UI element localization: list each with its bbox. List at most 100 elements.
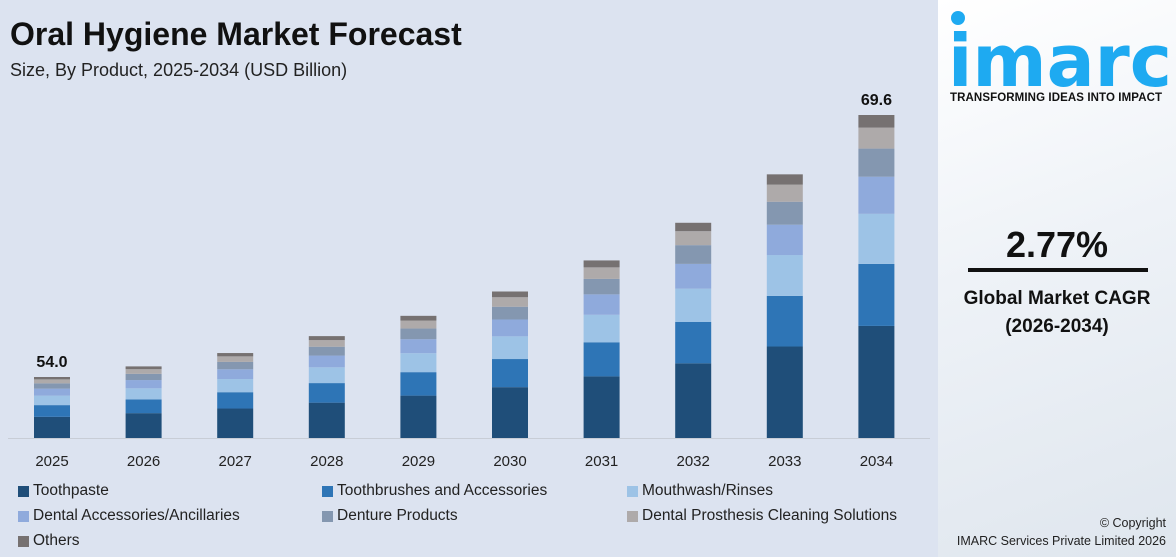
bar-segment-others-2033 (766, 174, 803, 185)
bar-segment-others-2027 (217, 353, 254, 357)
bar-segment-dental-accessories-ancillaries-2033 (766, 224, 803, 256)
x-tick-label: 2026 (127, 453, 160, 470)
bar-segment-mouthwash-rinses-2027 (217, 379, 254, 393)
bar-segment-toothpaste-2026 (125, 413, 162, 438)
x-tick-label: 2032 (677, 453, 710, 470)
bar-segment-toothpaste-2034 (858, 325, 895, 438)
bar-segment-toothpaste-2027 (217, 408, 254, 438)
bar-segment-dental-prosthesis-cleaning-solutions-2034 (858, 127, 895, 149)
legend-swatch (322, 510, 333, 522)
legend-label: Toothbrushes and Accessories (337, 482, 548, 499)
bar-segment-denture-products-2026 (125, 373, 162, 381)
legend-label: Mouthwash/Rinses (642, 482, 773, 499)
bar-segment-toothbrushes-and-accessories-2034 (858, 263, 895, 326)
cagr-label-block: Global Market CAGR (2026-2034) (938, 285, 1176, 341)
bar-segment-others-2034 (858, 115, 895, 128)
legend-swatch (18, 535, 29, 547)
bar-segment-mouthwash-rinses-2025 (34, 395, 70, 406)
copyright-line1: © Copyright (1099, 516, 1166, 530)
bar-segment-others-2032 (675, 222, 712, 232)
legend-label: Dental Prosthesis Cleaning Solutions (642, 507, 898, 524)
bar-segment-dental-prosthesis-cleaning-solutions-2030 (492, 297, 528, 307)
chart-panel: 2025 54.0 2026 2027 2028 2029 2030 2031 2032 2033… (8, 16, 930, 550)
legend-label: Others (33, 532, 80, 549)
brand-tagline: TRANSFORMING IDEAS INTO IMPACT (950, 92, 1163, 104)
bar-segment-others-2030 (492, 291, 528, 298)
bar-segment-dental-accessories-ancillaries-2032 (675, 263, 712, 289)
legend-item: Dental Prosthesis Cleaning Solutions (627, 507, 897, 525)
chart-subtitle: Size, By Product, 2025-2034 (USD Billion… (10, 60, 348, 80)
bar-segment-others-2025 (34, 377, 70, 380)
bar-segment-denture-products-2032 (675, 245, 712, 264)
legend-item: Mouthwash/Rinses (627, 482, 773, 500)
bar-segment-dental-accessories-ancillaries-2026 (125, 380, 162, 389)
x-tick-label: 2029 (402, 453, 435, 470)
cagr-value: 2.77% (1005, 224, 1109, 265)
x-tick-label: 2031 (585, 453, 618, 470)
bar-segment-toothpaste-2025 (34, 416, 70, 438)
bar-segment-denture-products-2031 (583, 278, 620, 295)
bar-segment-dental-prosthesis-cleaning-solutions-2028 (308, 340, 345, 347)
legend-swatch (322, 485, 333, 497)
bar-segment-toothbrushes-and-accessories-2030 (492, 359, 528, 388)
cagr-period: (2026-2034) (1005, 316, 1109, 337)
info-panel: imarc TRANSFORMING IDEAS INTO IMPACT 2.7… (938, 0, 1176, 557)
bar-segment-dental-accessories-ancillaries-2030 (492, 319, 528, 337)
legend-item: Denture Products (322, 507, 458, 525)
chart-title: Oral Hygiene Market Forecast (10, 16, 462, 52)
logo-text: imarc (948, 19, 1172, 93)
bar-segment-dental-prosthesis-cleaning-solutions-2027 (217, 356, 254, 362)
bar-segment-dental-prosthesis-cleaning-solutions-2025 (34, 379, 70, 384)
bar-segment-dental-accessories-ancillaries-2027 (217, 369, 254, 380)
bar-segment-others-2029 (400, 315, 437, 321)
legend-item: Others (18, 532, 80, 550)
legend-swatch (627, 510, 638, 522)
bar-segment-mouthwash-rinses-2034 (858, 213, 895, 264)
x-tick-label: 2030 (493, 453, 526, 470)
x-tick-label: 2027 (219, 453, 252, 470)
x-tick-label: 2034 (860, 453, 893, 470)
x-tick-label: 2033 (768, 453, 801, 470)
bar-segment-denture-products-2029 (400, 328, 437, 340)
bar-segment-dental-accessories-ancillaries-2034 (858, 176, 895, 214)
bar-segment-toothbrushes-and-accessories-2033 (766, 295, 803, 347)
bar-segment-dental-accessories-ancillaries-2029 (400, 339, 437, 354)
bar-segment-toothpaste-2028 (308, 402, 345, 438)
bar-segment-denture-products-2030 (492, 306, 528, 320)
bar-segment-others-2026 (125, 366, 162, 370)
stacked-bar-chart: 2025 54.0 2026 2027 2028 2029 2030 2031 2032 2033… (8, 92, 930, 470)
bar-segment-denture-products-2033 (766, 201, 803, 225)
bar-segment-dental-accessories-ancillaries-2025 (34, 388, 70, 396)
bar-segment-dental-prosthesis-cleaning-solutions-2029 (400, 320, 437, 329)
bar-segment-dental-accessories-ancillaries-2028 (308, 355, 345, 368)
bar-segment-toothpaste-2029 (400, 395, 437, 438)
bar-segment-others-2028 (308, 336, 345, 341)
legend-item: Toothbrushes and Accessories (322, 482, 547, 500)
bar-segment-denture-products-2027 (217, 361, 254, 370)
legend-item: Dental Accessories/Ancillaries (18, 507, 240, 525)
bar-segment-toothbrushes-and-accessories-2027 (217, 392, 254, 409)
legend-swatch (18, 510, 29, 522)
legend-item: Toothpaste (18, 482, 109, 500)
bar-segment-mouthwash-rinses-2030 (492, 336, 528, 360)
bar-segment-dental-prosthesis-cleaning-solutions-2026 (125, 369, 162, 374)
x-tick-label: 2028 (310, 453, 343, 470)
bar-segment-denture-products-2034 (858, 148, 895, 177)
bar-segment-mouthwash-rinses-2028 (308, 367, 345, 384)
bar-segment-dental-prosthesis-cleaning-solutions-2033 (766, 184, 803, 202)
copyright: © Copyright IMARC Services Private Limit… (957, 514, 1166, 550)
bar-segment-toothbrushes-and-accessories-2026 (125, 399, 162, 414)
copyright-line2: IMARC Services Private Limited 2026 (956, 534, 1166, 548)
total-label-2025: 54.0 (36, 354, 67, 371)
bar-segment-toothpaste-2030 (492, 387, 528, 438)
bar-segment-toothbrushes-and-accessories-2029 (400, 372, 437, 396)
bar-segment-mouthwash-rinses-2031 (583, 314, 620, 343)
divider (968, 268, 1148, 272)
bar-segment-toothbrushes-and-accessories-2025 (34, 405, 70, 417)
bar-segment-denture-products-2028 (308, 346, 345, 356)
bar-segment-toothpaste-2033 (766, 346, 803, 438)
bar-segment-toothpaste-2031 (583, 376, 620, 438)
bar-segment-dental-prosthesis-cleaning-solutions-2031 (583, 267, 620, 279)
bar-segment-toothbrushes-and-accessories-2028 (308, 383, 345, 403)
bar-segment-mouthwash-rinses-2033 (766, 255, 803, 296)
